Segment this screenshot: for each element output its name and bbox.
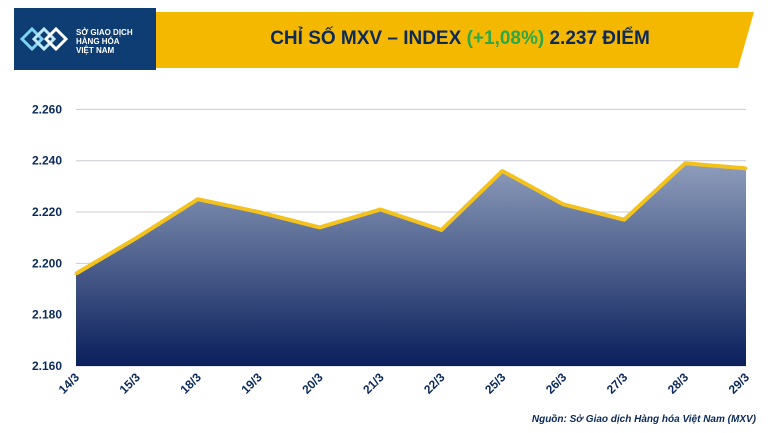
- x-tick-label: 18/3: [178, 370, 205, 397]
- y-tick-label: 2.260: [32, 102, 62, 116]
- x-tick-label: 21/3: [360, 370, 387, 397]
- y-tick-label: 2.240: [32, 154, 62, 168]
- data-point-29-3: [744, 166, 748, 170]
- y-axis-ticks: 2.160 2.180 2.200 2.220 2.240 2.260: [32, 102, 62, 373]
- source-note: Nguồn: Sở Giao dịch Hàng hóa Việt Nam (M…: [531, 414, 756, 425]
- x-tick-label: 29/3: [726, 370, 753, 397]
- x-axis-ticks: 14/3 15/3 18/3 19/3 20/3 21/3 22/3 25/3 26/3 27/3…: [56, 370, 753, 397]
- logo-mark-icon: [20, 26, 69, 52]
- x-tick-label: 20/3: [299, 370, 326, 397]
- chart-title: CHỈ SỐ MXV – INDEX (+1,08%) 2.237 ĐIỂM: [200, 28, 720, 50]
- logo-line-3: VIỆT NAM: [76, 46, 115, 55]
- data-point-18-3: [196, 197, 200, 201]
- data-point-15-3: [135, 236, 139, 240]
- data-point-21-3: [379, 207, 383, 211]
- x-tick-label: 14/3: [56, 370, 83, 397]
- logo-text: SỞ GIAO DỊCH HÀNG HÓA VIỆT NAM: [76, 28, 133, 55]
- series-area: [76, 163, 746, 366]
- title-prefix: CHỈ SỐ MXV – INDEX: [270, 28, 462, 49]
- data-point-22-3: [439, 228, 443, 232]
- x-tick-label: 19/3: [238, 370, 265, 397]
- data-point-28-3: [683, 161, 687, 165]
- x-tick-label: 26/3: [543, 370, 570, 397]
- x-tick-label: 27/3: [604, 370, 631, 397]
- x-tick-label: 15/3: [117, 370, 144, 397]
- logo: SỞ GIAO DỊCH HÀNG HÓA VIỆT NAM: [14, 8, 156, 70]
- title-banner: [150, 12, 754, 68]
- data-point-27-3: [622, 218, 626, 222]
- series-line: [74, 161, 747, 276]
- x-tick-label: 22/3: [421, 370, 448, 397]
- title-suffix: 2.237 ĐIỂM: [549, 28, 650, 49]
- data-point-25-3: [500, 169, 504, 173]
- y-tick-label: 2.220: [32, 205, 62, 219]
- y-tick-label: 2.180: [32, 308, 62, 322]
- y-tick-label: 2.160: [32, 359, 62, 373]
- data-point-14-3: [74, 272, 78, 276]
- logo-line-2: HÀNG HÓA: [76, 37, 120, 46]
- data-point-20-3: [318, 225, 322, 229]
- y-tick-label: 2.200: [32, 256, 62, 270]
- data-point-26-3: [561, 202, 565, 206]
- x-tick-label: 25/3: [482, 370, 509, 397]
- x-tick-label: 28/3: [665, 370, 692, 397]
- logo-line-1: SỞ GIAO DỊCH: [76, 28, 133, 37]
- title-change: (+1,08%): [466, 28, 545, 49]
- data-point-19-3: [257, 210, 261, 214]
- data-points: [74, 161, 748, 276]
